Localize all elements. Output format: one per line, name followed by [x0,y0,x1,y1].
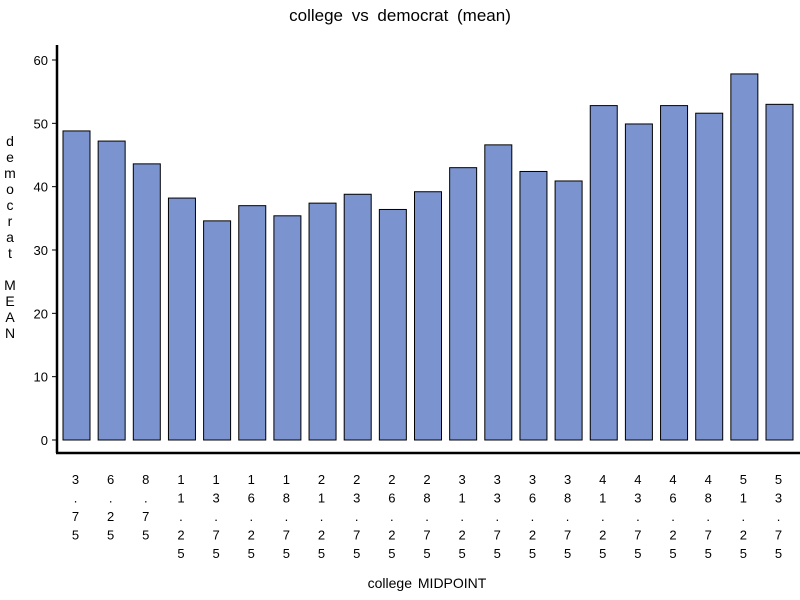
y-tick-label: 0 [41,433,48,448]
y-tick-label: 60 [34,53,48,68]
bar-18.75 [273,215,302,441]
y-tick-label: 20 [34,306,48,321]
chart-title: college vs democrat (mean) [289,6,511,25]
bar-48.75 [695,112,724,441]
bar-36.25 [519,170,548,441]
y-tick-label: 10 [34,370,48,385]
bar-28.75 [414,191,442,441]
x-tick-labels: 3. 7 5 6. 2 5 8. 7 5 1 1. 2 5 1 3. 7 5 1 6. 2 5 1 8. 7 5 2 1. 2 5 2 3.… [72,472,782,561]
bar-3.75 [62,130,91,441]
bar-33.75 [484,144,513,441]
bar-16.25 [238,205,267,441]
y-tick-label: 30 [34,243,48,258]
bar-6.25 [97,140,126,441]
y-axis: 0 10 20 30 40 50 60 [34,45,59,453]
bar-21.25 [308,202,337,441]
bar-11.25 [167,197,196,441]
bar-51.25 [730,73,759,441]
bar-13.75 [203,220,232,441]
bar-8.75 [132,163,161,441]
x-axis-label: college MIDPOINT [367,575,487,591]
bar-41.25 [589,105,618,441]
bar-38.75 [554,180,583,441]
bar-53.75 [765,103,794,441]
bar-23.75 [343,193,372,441]
y-tick-label: 50 [34,116,48,131]
bars [62,73,794,441]
bar-46.25 [660,105,689,441]
bar-43.75 [624,123,653,441]
bar-31.25 [449,167,478,441]
y-tick-label: 40 [34,180,48,195]
bar-26.25 [378,208,407,441]
